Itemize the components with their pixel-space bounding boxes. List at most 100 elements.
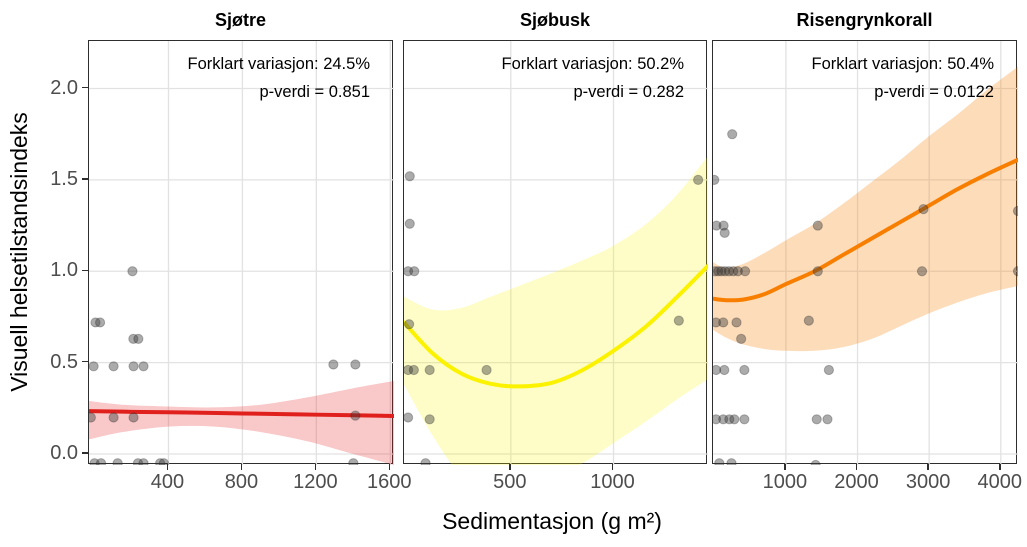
y-tick-label: 1.5 [50,167,78,190]
data-point [112,458,123,465]
explained-variation-text: Forklart variasjon: 50.4% [811,55,995,73]
data-point [89,361,99,372]
facet-strip-title: Risengrynkorall [796,10,933,30]
data-point [424,414,435,425]
x-axis-tick [509,464,511,470]
p-value-text: p-verdi = 0.851 [259,83,370,101]
data-point [128,361,139,372]
data-point [719,227,730,238]
explained-variation-text: Forklart variasjon: 50.2% [501,55,685,73]
y-axis-tick [81,178,88,180]
data-point [713,174,720,185]
data-point [404,218,415,229]
x-tick-label: 4000 [977,471,1023,493]
data-point [94,317,106,328]
explained-variation-text: Forklart variasjon: 24.5% [187,55,371,73]
data-point [404,319,415,330]
data-point [420,458,431,465]
x-axis-tick [927,464,929,470]
data-point [739,364,750,376]
trend-line [404,263,708,389]
data-point [718,317,729,328]
data-point [89,458,100,465]
confidence-band [404,156,708,465]
trend-line [89,409,394,419]
data-point [350,359,361,370]
data-point [404,171,415,182]
x-axis-tick [999,464,1001,470]
data-point [424,364,435,376]
x-tick-label: 1200 [293,471,338,493]
data-point [724,414,735,425]
data-point [811,414,822,425]
data-point [729,414,740,425]
data-point [714,458,725,465]
confidence-band [713,66,1018,352]
data-point [404,412,414,423]
data-point [95,458,107,465]
panel-annotation: Forklart variasjon: 24.5% p-verdi = 0.851 [188,50,371,106]
facet-strip-title: Sjøbusk [519,10,590,30]
y-tick-label: 2.0 [50,76,78,99]
plot-panel: Forklart variasjon: 50.2% p-verdi = 0.282 [403,40,708,465]
facet-strip-title: Sjøtre [214,10,266,30]
trend-line [713,157,1018,303]
y-tick-label: 1.0 [50,259,78,282]
data-point [716,266,727,277]
p-value-text: p-verdi = 0.0122 [874,83,994,101]
data-point [812,220,823,231]
data-point [810,459,821,465]
data-point [713,414,722,425]
data-point [693,174,704,185]
data-point [918,204,929,215]
data-point [739,414,750,425]
data-point [1012,205,1018,217]
data-point [803,315,814,326]
x-tick-label: 1000 [762,471,808,493]
data-point [155,458,166,465]
data-point [409,266,420,277]
data-point [138,361,149,372]
data-point [728,266,739,277]
plot-panel: Forklart variasjon: 50.4% p-verdi = 0.012… [712,40,1018,465]
data-point [713,220,722,231]
x-tick-label: 400 [150,471,185,493]
y-tick-label: 0.0 [50,442,78,465]
data-point [404,364,414,376]
x-tick-label: 3000 [905,471,951,493]
data-point [713,266,721,277]
x-tick-label: 500 [493,471,527,493]
data-point [138,458,149,465]
data-point [823,364,834,376]
panel-canvas [713,41,1018,465]
data-point [822,414,833,425]
x-axis-tick [166,464,169,470]
data-point [713,364,722,376]
y-tick-label: 0.5 [50,350,78,373]
data-point [812,266,823,277]
x-axis-tick [388,464,391,470]
panel-annotation: Forklart variasjon: 50.2% p-verdi = 0.282 [502,50,685,106]
x-axis-tick [784,464,786,470]
data-point [736,333,747,344]
x-axis-tick [314,464,317,470]
data-point [731,317,742,328]
y-axis-tick [81,452,88,454]
data-point [719,266,731,277]
x-axis-title: Sedimentasjon (g m²) [442,508,662,534]
data-point [673,315,684,326]
x-tick-label: 1600 [367,471,412,493]
data-point [350,410,361,421]
x-axis-tick [855,464,858,470]
panel-annotation: Forklart variasjon: 50.4% p-verdi = 0.012… [812,50,995,106]
data-point [713,317,722,328]
data-point [916,266,928,277]
data-point [128,412,139,423]
data-point [133,333,144,344]
data-point [718,414,729,425]
panel-canvas [404,41,708,465]
data-point [719,364,730,376]
data-point [732,266,744,277]
data-point [158,458,169,465]
y-axis-tick [81,269,88,272]
